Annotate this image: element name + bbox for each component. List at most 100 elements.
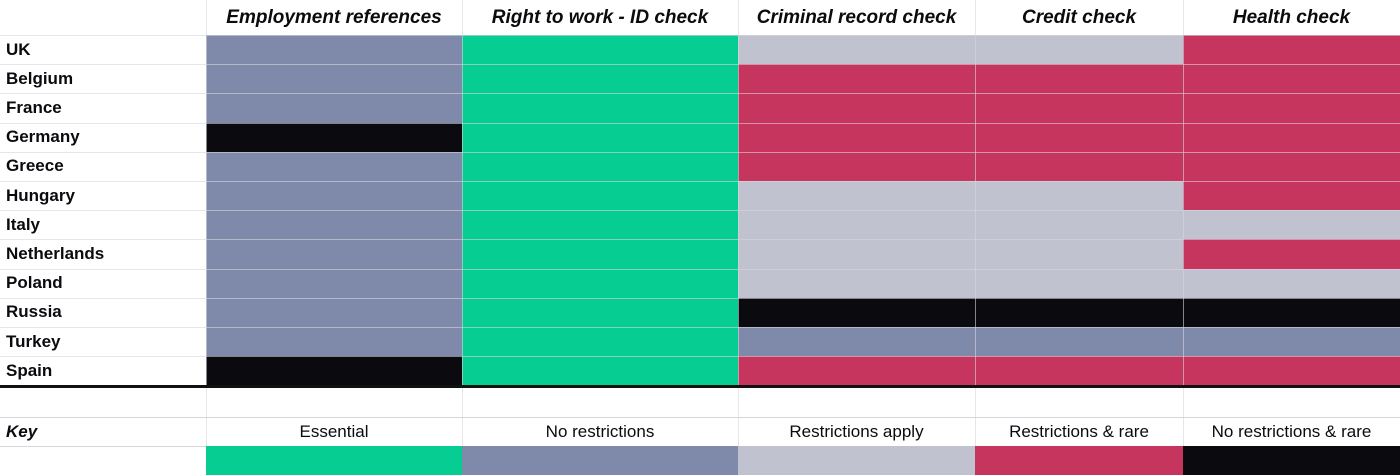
status-cell — [206, 122, 462, 153]
status-cell — [975, 181, 1183, 211]
row-label: Hungary — [6, 185, 75, 205]
status-cell — [975, 327, 1183, 357]
status-cell — [738, 64, 975, 94]
status-cell — [462, 93, 738, 124]
status-cell — [462, 239, 738, 270]
status-cell — [1183, 268, 1400, 299]
status-cell — [1183, 122, 1400, 153]
row-label: Belgium — [6, 68, 74, 88]
row-label: Poland — [6, 273, 63, 293]
status-cell — [462, 181, 738, 211]
row-label: Turkey — [6, 331, 61, 351]
grid-line — [738, 0, 739, 475]
row-label: UK — [6, 39, 31, 59]
key-label: Key — [6, 421, 38, 441]
row-label: Greece — [6, 156, 64, 176]
key-item-label: Restrictions & rare — [1009, 421, 1149, 441]
status-cell — [206, 93, 462, 124]
status-cell — [462, 35, 738, 65]
status-cell — [975, 239, 1183, 270]
status-cell — [206, 151, 462, 182]
status-cell — [1183, 239, 1400, 270]
status-cell — [206, 268, 462, 299]
grid-line — [0, 239, 1400, 240]
grid-line — [0, 93, 1400, 94]
status-cell — [462, 64, 738, 94]
column-header: Credit check — [975, 0, 1183, 35]
column-header: Right to work - ID check — [462, 0, 738, 35]
grid-line — [1183, 0, 1184, 475]
status-cell — [206, 327, 462, 357]
status-cell — [975, 64, 1183, 94]
column-header: Health check — [1183, 0, 1400, 35]
grid-line — [0, 327, 1400, 328]
status-cell — [206, 356, 462, 386]
status-cell — [462, 356, 738, 386]
status-cell — [1183, 181, 1400, 211]
grid-line — [0, 210, 1400, 211]
row-label: Netherlands — [6, 243, 105, 263]
row-label: Russia — [6, 302, 62, 322]
grid-line — [0, 298, 1400, 299]
status-cell — [1183, 327, 1400, 357]
status-cell — [975, 268, 1183, 299]
status-cell — [1183, 64, 1400, 94]
status-cell — [206, 181, 462, 211]
status-cell — [975, 210, 1183, 240]
status-cell — [975, 35, 1183, 65]
column-header: Employment references — [206, 0, 462, 35]
grid-line — [0, 356, 1400, 357]
grid-line — [975, 0, 976, 475]
status-cell — [738, 35, 975, 65]
column-header: Criminal record check — [738, 0, 975, 35]
table-bottom-border — [0, 385, 1400, 388]
key-item-label: Essential — [299, 421, 369, 441]
status-cell — [975, 297, 1183, 328]
status-cell — [206, 35, 462, 65]
status-cell — [975, 122, 1183, 153]
status-cell — [738, 151, 975, 182]
grid-line — [0, 417, 1400, 418]
status-cell — [1183, 356, 1400, 386]
key-swatch — [738, 446, 975, 475]
status-cell — [462, 327, 738, 357]
grid-line — [0, 64, 1400, 65]
header-corner — [0, 0, 206, 35]
status-cell — [738, 356, 975, 386]
key-swatch — [462, 446, 738, 475]
key-swatch — [206, 446, 462, 475]
row-label: France — [6, 97, 62, 117]
status-cell — [738, 122, 975, 153]
status-cell — [1183, 210, 1400, 240]
key-swatch — [975, 446, 1183, 475]
status-cell — [462, 151, 738, 182]
status-cell — [1183, 35, 1400, 65]
grid-line — [0, 35, 1400, 36]
row-label: Italy — [6, 214, 41, 234]
grid-line — [0, 181, 1400, 182]
grid-line — [0, 269, 1400, 270]
key-item-label: No restrictions & rare — [1211, 421, 1372, 441]
status-cell — [738, 239, 975, 270]
row-label: Spain — [6, 360, 53, 380]
key-item-label: Restrictions apply — [789, 421, 924, 441]
status-cell — [738, 210, 975, 240]
grid-line — [0, 152, 1400, 153]
status-cell — [975, 356, 1183, 386]
status-cell — [738, 181, 975, 211]
grid-line — [0, 123, 1400, 124]
status-cell — [206, 297, 462, 328]
key-item-label: No restrictions — [545, 421, 655, 441]
status-cell — [738, 327, 975, 357]
row-label: Germany — [6, 127, 80, 147]
status-cell — [1183, 151, 1400, 182]
status-cell — [206, 210, 462, 240]
status-cell — [738, 93, 975, 124]
status-cell — [462, 122, 738, 153]
status-cell — [462, 268, 738, 299]
status-cell — [206, 239, 462, 270]
status-cell — [975, 151, 1183, 182]
status-cell — [462, 210, 738, 240]
status-cell — [462, 297, 738, 328]
